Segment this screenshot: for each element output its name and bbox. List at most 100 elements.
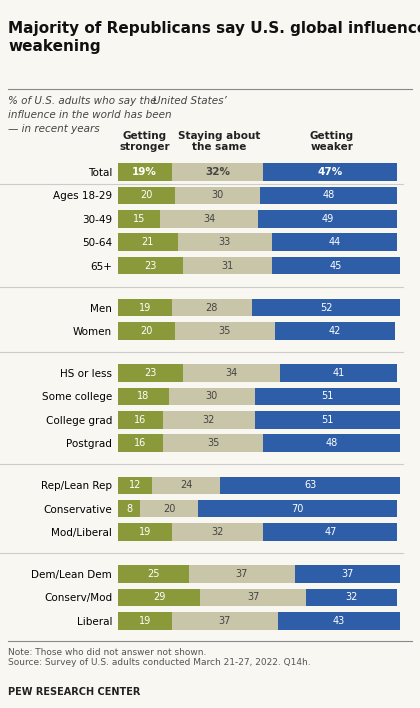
Text: 35: 35 bbox=[218, 326, 231, 336]
Bar bbox=[118, 589, 200, 606]
Bar bbox=[260, 187, 397, 204]
Text: 25: 25 bbox=[147, 569, 160, 579]
Bar bbox=[175, 322, 275, 340]
Text: 30: 30 bbox=[211, 190, 224, 200]
Bar bbox=[263, 523, 397, 541]
Bar bbox=[118, 500, 140, 518]
Text: 37: 37 bbox=[247, 593, 260, 603]
Text: 20: 20 bbox=[163, 503, 175, 514]
Bar bbox=[118, 257, 183, 275]
Text: 19%: 19% bbox=[132, 167, 157, 177]
Bar bbox=[118, 435, 163, 452]
Text: 47%: 47% bbox=[318, 167, 343, 177]
Bar bbox=[178, 234, 272, 251]
Bar bbox=[220, 476, 400, 494]
Text: 48: 48 bbox=[323, 190, 335, 200]
Text: 45: 45 bbox=[330, 261, 342, 270]
Bar bbox=[252, 299, 400, 316]
Text: 31: 31 bbox=[221, 261, 234, 270]
Text: 20: 20 bbox=[140, 190, 152, 200]
Text: 23: 23 bbox=[144, 261, 157, 270]
Bar bbox=[281, 365, 397, 382]
Bar bbox=[172, 612, 278, 629]
Bar bbox=[200, 589, 306, 606]
Text: 51: 51 bbox=[321, 415, 334, 425]
Text: 16: 16 bbox=[134, 415, 147, 425]
Text: 44: 44 bbox=[328, 237, 341, 247]
Bar bbox=[118, 322, 175, 340]
Text: 37: 37 bbox=[236, 569, 248, 579]
Text: 49: 49 bbox=[321, 214, 333, 224]
Bar bbox=[172, 164, 263, 181]
Bar bbox=[197, 500, 397, 518]
Bar bbox=[183, 365, 281, 382]
Bar bbox=[118, 234, 178, 251]
Bar bbox=[278, 612, 400, 629]
Text: % of U.S. adults who say the: % of U.S. adults who say the bbox=[8, 96, 160, 105]
Bar bbox=[272, 234, 397, 251]
Bar bbox=[118, 187, 175, 204]
Bar bbox=[263, 164, 397, 181]
Text: Getting
weaker: Getting weaker bbox=[310, 130, 354, 152]
Text: PEW RESEARCH CENTER: PEW RESEARCH CENTER bbox=[8, 687, 141, 697]
Text: 21: 21 bbox=[142, 237, 154, 247]
Bar bbox=[118, 411, 163, 428]
Text: United States’: United States’ bbox=[153, 96, 227, 105]
Bar bbox=[140, 500, 197, 518]
Text: 32: 32 bbox=[211, 527, 224, 537]
Text: 23: 23 bbox=[144, 368, 157, 378]
Bar bbox=[118, 365, 183, 382]
Text: 19: 19 bbox=[139, 616, 151, 626]
Bar bbox=[172, 299, 252, 316]
Text: 20: 20 bbox=[140, 326, 152, 336]
Text: 33: 33 bbox=[218, 237, 231, 247]
Bar bbox=[306, 589, 397, 606]
Bar bbox=[118, 164, 172, 181]
Text: 52: 52 bbox=[320, 303, 332, 313]
Bar bbox=[257, 210, 397, 228]
Bar bbox=[275, 322, 395, 340]
Bar bbox=[118, 523, 172, 541]
Text: 12: 12 bbox=[129, 480, 141, 490]
Text: 63: 63 bbox=[304, 480, 317, 490]
Bar bbox=[160, 210, 257, 228]
Text: 19: 19 bbox=[139, 527, 151, 537]
Bar bbox=[118, 565, 189, 583]
Text: 47: 47 bbox=[324, 527, 336, 537]
Text: Staying about
the same: Staying about the same bbox=[178, 130, 260, 152]
Bar bbox=[118, 476, 152, 494]
Text: 37: 37 bbox=[218, 616, 231, 626]
Text: 37: 37 bbox=[341, 569, 354, 579]
Bar bbox=[118, 210, 160, 228]
Text: 42: 42 bbox=[328, 326, 341, 336]
Text: 29: 29 bbox=[153, 593, 165, 603]
Text: 32: 32 bbox=[203, 415, 215, 425]
Text: 18: 18 bbox=[137, 392, 150, 401]
Text: 15: 15 bbox=[133, 214, 145, 224]
Text: influence in the world has been: influence in the world has been bbox=[8, 110, 172, 120]
Text: 70: 70 bbox=[291, 503, 304, 514]
Text: 28: 28 bbox=[206, 303, 218, 313]
Bar bbox=[118, 299, 172, 316]
Bar bbox=[118, 612, 172, 629]
Bar bbox=[152, 476, 220, 494]
Text: Getting
stronger: Getting stronger bbox=[119, 130, 170, 152]
Bar bbox=[169, 388, 255, 405]
Text: 32: 32 bbox=[346, 593, 358, 603]
Bar bbox=[263, 435, 400, 452]
Text: 51: 51 bbox=[321, 392, 334, 401]
Text: 43: 43 bbox=[333, 616, 345, 626]
Text: 8: 8 bbox=[126, 503, 132, 514]
Bar bbox=[272, 257, 400, 275]
Bar bbox=[255, 388, 400, 405]
Bar bbox=[255, 411, 400, 428]
Text: 32%: 32% bbox=[205, 167, 230, 177]
Bar bbox=[163, 411, 255, 428]
Text: 19: 19 bbox=[139, 303, 151, 313]
Text: Majority of Republicans say U.S. global influence is
weakening: Majority of Republicans say U.S. global … bbox=[8, 21, 420, 54]
Text: 34: 34 bbox=[226, 368, 238, 378]
Bar bbox=[295, 565, 400, 583]
Text: 34: 34 bbox=[203, 214, 215, 224]
Text: 35: 35 bbox=[207, 438, 220, 448]
Text: Note: Those who did not answer not shown.
Source: Survey of U.S. adults conducte: Note: Those who did not answer not shown… bbox=[8, 648, 311, 667]
